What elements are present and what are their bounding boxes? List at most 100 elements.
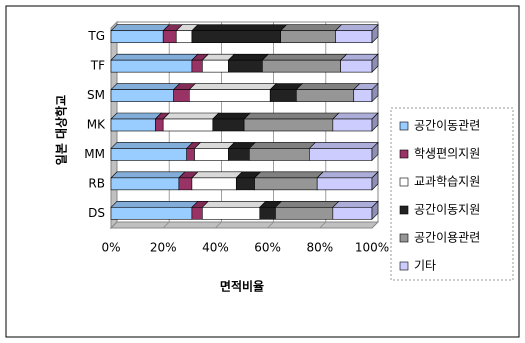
bar-segment [235, 171, 262, 191]
bar-top [334, 24, 379, 32]
bar-front [249, 148, 310, 161]
legend-label: 기타 [414, 259, 436, 273]
y-tick-label: TG [87, 29, 105, 43]
bar-segment [201, 53, 236, 73]
bar-segment [110, 24, 170, 44]
bar-segment [227, 142, 257, 161]
bar-front [202, 59, 229, 73]
bar-top [295, 83, 361, 90]
bar-segment [191, 24, 288, 44]
bar-front [110, 206, 193, 220]
bar-front [275, 206, 334, 220]
bar-front [259, 206, 276, 220]
bar-front [191, 59, 203, 73]
bar-segment [110, 83, 181, 102]
bar-segment [188, 83, 277, 102]
bar-end [371, 23, 379, 44]
bar-front [332, 206, 373, 220]
bar-front [110, 89, 174, 102]
bar-front [235, 177, 255, 191]
bar-front [110, 148, 187, 161]
x-tick-label: 40% [202, 241, 229, 255]
bar-top [201, 200, 267, 208]
bar-segment [172, 83, 197, 102]
bar-segment [110, 112, 163, 132]
bar-top [339, 53, 379, 61]
bar-front [173, 89, 190, 102]
bar-top [110, 53, 199, 61]
x-axis-title: 면적비율 [220, 279, 264, 294]
bar-segment [261, 53, 348, 73]
bar-front [254, 177, 318, 191]
x-tick-label: 20% [150, 241, 177, 255]
bar-top [261, 53, 348, 61]
bar-end [371, 171, 379, 191]
bar-front [191, 177, 237, 191]
bar-front [269, 89, 297, 102]
legend-swatch [399, 205, 409, 215]
bar-top [227, 53, 270, 61]
legend-label: 공간이동관련 [414, 119, 480, 133]
bar-front [110, 30, 164, 44]
bar-segment [243, 112, 340, 132]
bar-segment [248, 142, 317, 161]
bar-end [371, 53, 379, 73]
y-axis-title: 일본 대상학교 [54, 95, 69, 165]
bar-front [353, 89, 373, 102]
bar-segment [212, 112, 251, 132]
bar-segment [201, 200, 267, 220]
bar-front [194, 148, 229, 161]
bar-front [162, 118, 214, 132]
bar-front [335, 30, 373, 44]
bar-top [110, 83, 181, 90]
bar-top [110, 24, 170, 32]
bar-segment [110, 53, 199, 73]
y-tick-label: RB [88, 176, 105, 190]
bar-front [178, 177, 193, 191]
bar-segment [269, 83, 304, 102]
bar-end [371, 82, 379, 103]
bar-front [243, 118, 334, 132]
bar-end [371, 112, 379, 132]
bar-front [110, 177, 180, 191]
bar-top [188, 83, 277, 90]
bar-front [189, 89, 271, 102]
bar-segment [279, 24, 343, 44]
bar-segment [253, 171, 324, 191]
bar-segment [316, 171, 379, 191]
x-tick-label: 60% [254, 241, 281, 255]
bar-front [202, 206, 261, 220]
bar-top [110, 142, 194, 149]
bar-top [332, 200, 379, 208]
legend-box [390, 107, 514, 281]
bar-end [371, 200, 379, 221]
bar-top [243, 112, 340, 120]
bar-top [274, 200, 340, 208]
bar-top [316, 171, 379, 179]
y-tick-label: SM [87, 88, 105, 102]
bar-top [253, 171, 324, 179]
x-tick-label: 100% [355, 241, 389, 255]
bar-front [191, 30, 281, 44]
legend-swatch [399, 121, 409, 131]
y-tick-label: DS [88, 206, 105, 220]
bar-top [248, 142, 317, 149]
bar-segment [110, 142, 194, 161]
bar-segment [339, 53, 379, 73]
bar-end [371, 141, 379, 162]
bar-segment [295, 83, 361, 102]
x-tick-label: 80% [306, 241, 333, 255]
bar-segment [334, 23, 379, 44]
x-tick-label: 0% [101, 241, 120, 255]
bar-front [340, 59, 373, 73]
y-tick-label: TF [90, 59, 105, 73]
legend-label: 공간이용관련 [414, 231, 480, 245]
y-tick-label: MM [84, 147, 105, 161]
bar-front [228, 59, 263, 73]
bar-front [332, 118, 373, 132]
legend-swatch [399, 233, 409, 243]
bar-top [332, 112, 379, 120]
bar-top [191, 171, 244, 179]
bar-segment [332, 112, 379, 132]
